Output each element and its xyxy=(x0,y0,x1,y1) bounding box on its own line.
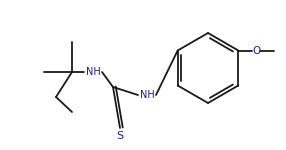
Text: O: O xyxy=(252,45,261,56)
Text: S: S xyxy=(116,131,124,141)
Text: NH: NH xyxy=(86,67,100,77)
Text: NH: NH xyxy=(140,90,154,100)
